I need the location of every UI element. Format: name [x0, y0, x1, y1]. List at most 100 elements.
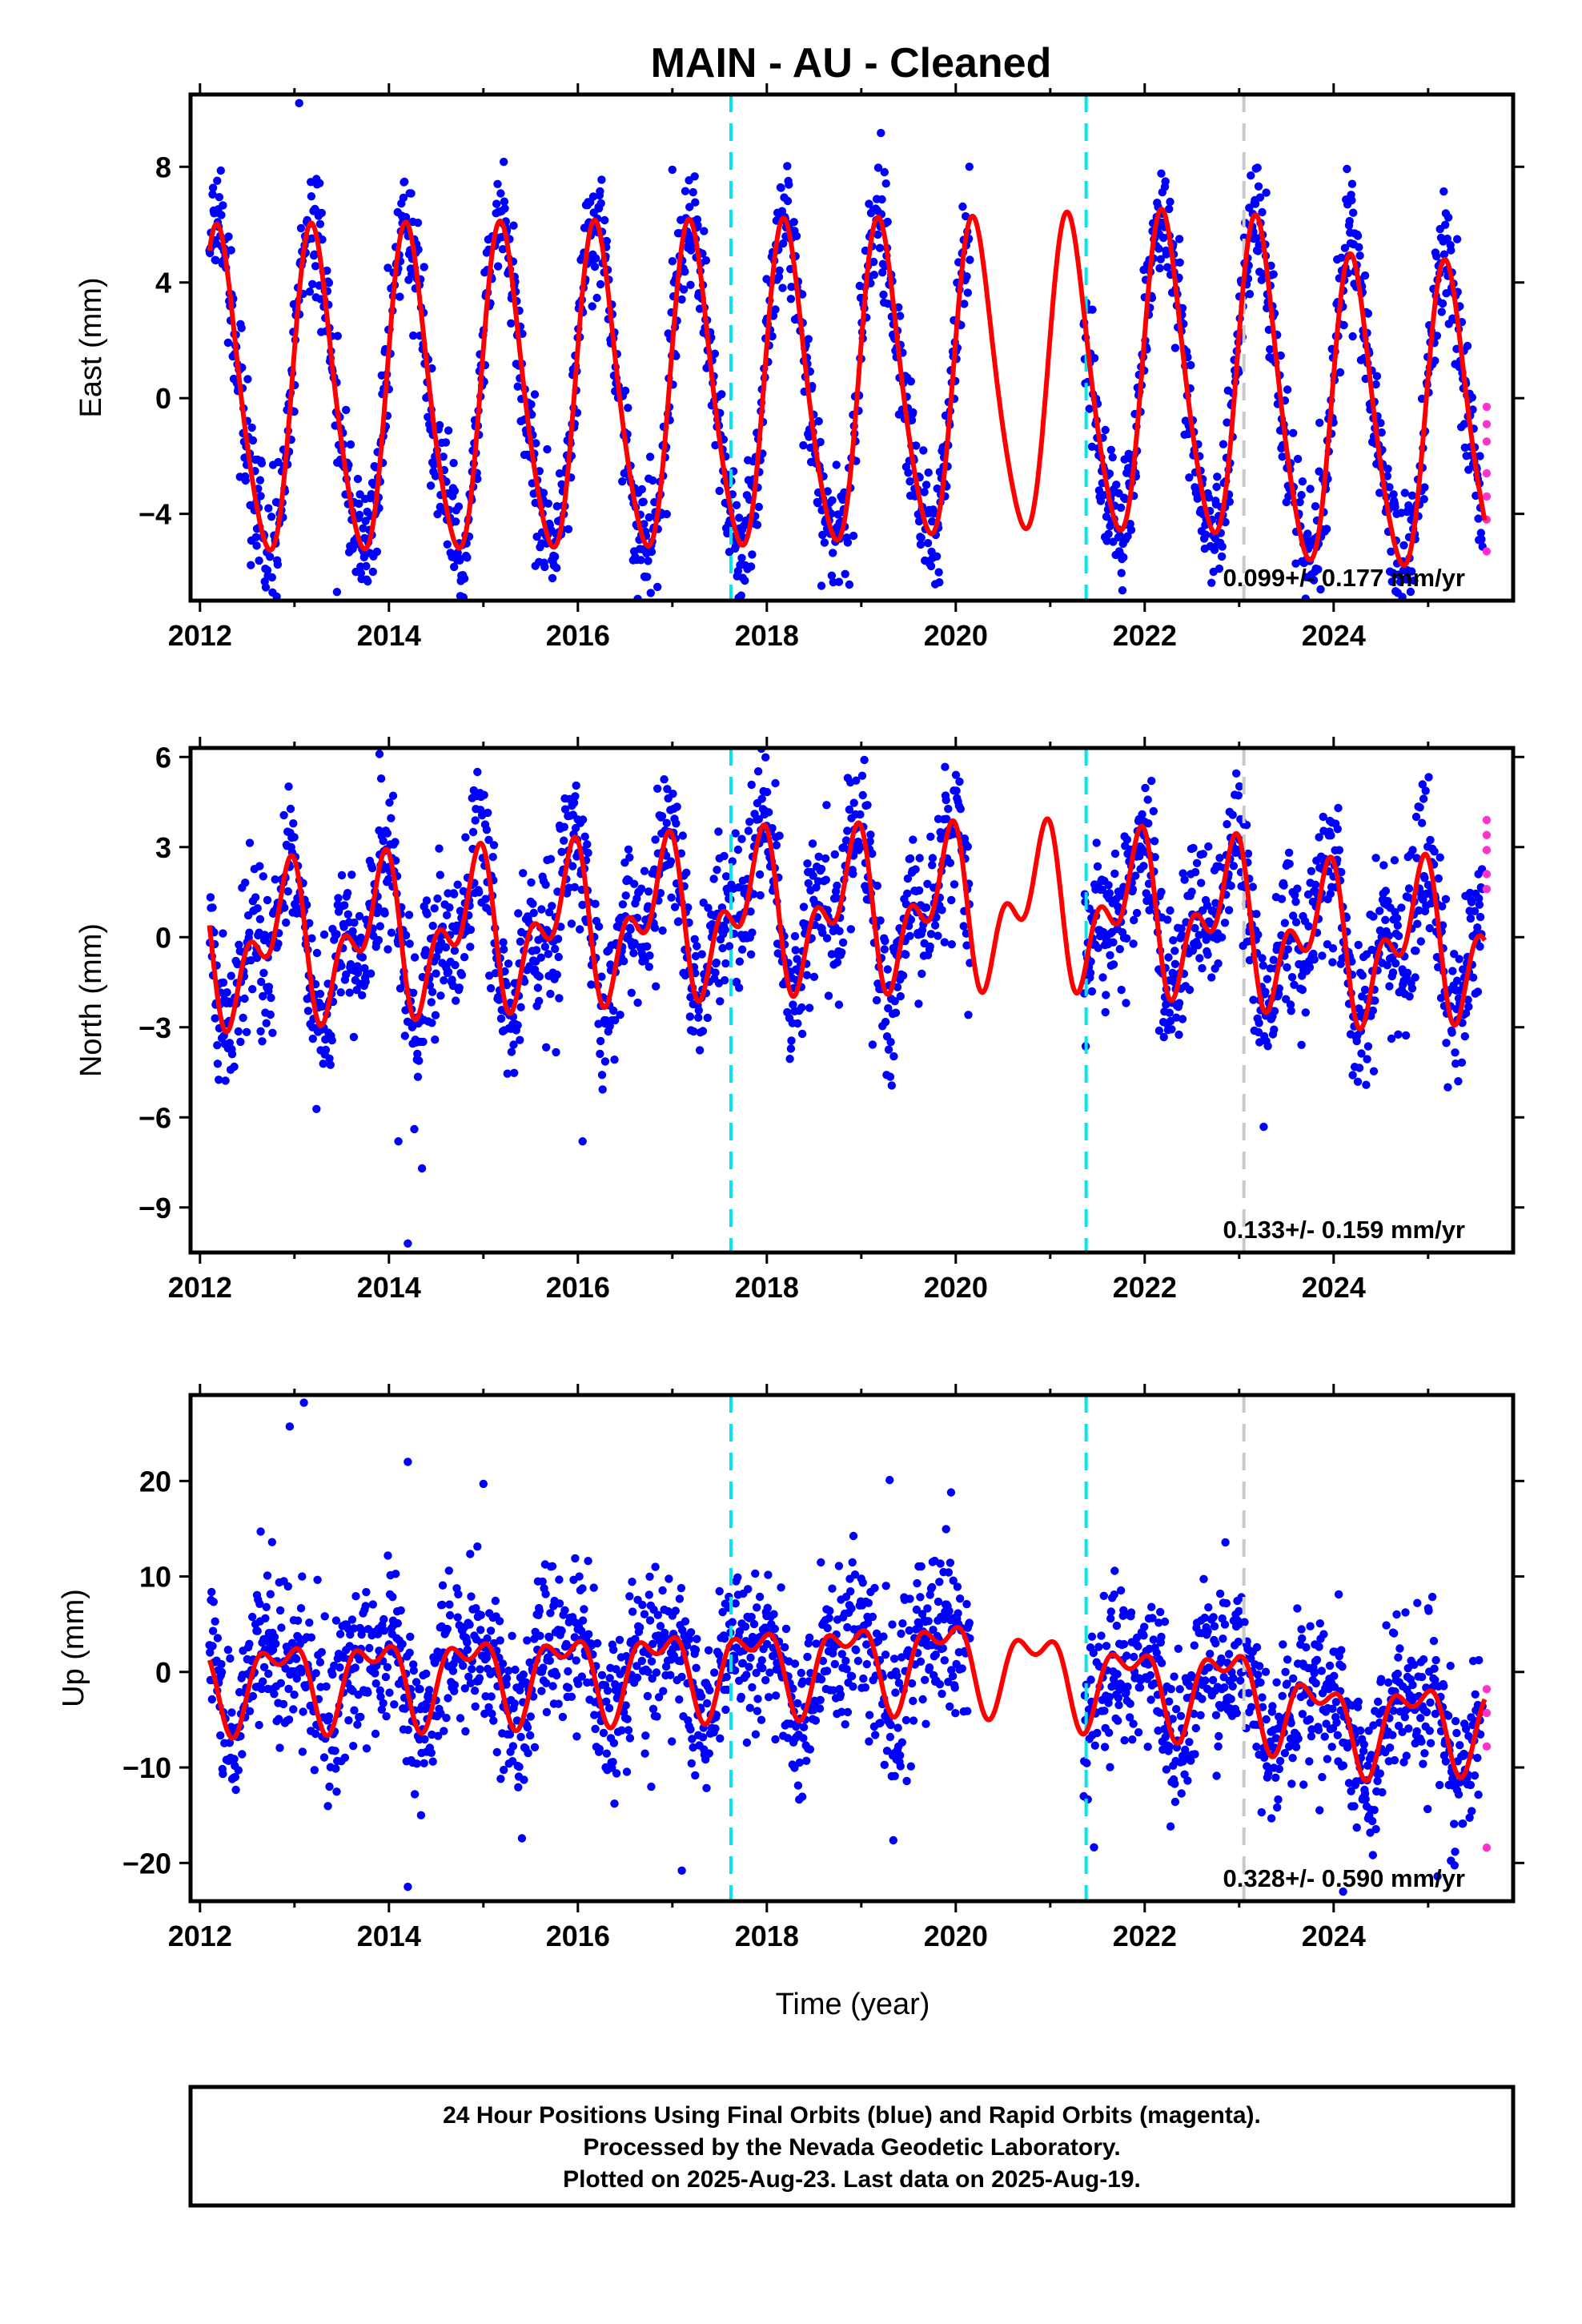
data-point: [1102, 537, 1111, 545]
data-point: [896, 991, 905, 1001]
data-point: [666, 1671, 675, 1679]
data-point: [926, 832, 935, 842]
data-point: [1085, 404, 1094, 413]
data-point: [454, 1590, 463, 1599]
data-point: [216, 1731, 225, 1740]
data-point: [336, 988, 345, 997]
data-point: [333, 332, 342, 340]
data-point: [841, 569, 849, 578]
data-point: [555, 1575, 564, 1584]
data-point: [445, 1600, 454, 1609]
data-point: [245, 1707, 255, 1715]
data-point: [248, 1691, 258, 1701]
data-point: [666, 857, 676, 866]
data-point: [658, 926, 667, 935]
data-point: [735, 983, 744, 992]
data-point: [251, 533, 260, 541]
data-point: [435, 420, 444, 430]
data-point: [379, 836, 387, 846]
data-point: [266, 1010, 275, 1019]
panel-north: 2012 2014 2016 2018 2020 2022 2024630−3−6−9Nor…: [74, 737, 1524, 1304]
x-tick-label: 2016: [546, 619, 610, 652]
data-point: [748, 928, 757, 937]
data-point: [1157, 887, 1166, 897]
data-point: [911, 865, 920, 874]
data-point: [1295, 497, 1304, 507]
data-point: [434, 946, 443, 955]
data-point: [496, 1636, 504, 1645]
data-point: [821, 875, 831, 884]
data-point: [814, 416, 823, 426]
data-point: [486, 983, 496, 993]
data-point: [488, 1709, 496, 1719]
data-point: [1468, 898, 1476, 907]
data-point: [450, 1680, 460, 1690]
data-point: [885, 1072, 895, 1081]
data-point: [576, 925, 584, 934]
data-point: [1437, 308, 1446, 316]
data-point-outlier: [531, 561, 540, 570]
data-point: [315, 989, 325, 999]
data-point: [843, 826, 852, 835]
data-point: [837, 948, 846, 957]
data-point: [539, 1663, 548, 1672]
data-point: [916, 540, 926, 549]
data-point: [753, 767, 763, 776]
data-point: [955, 777, 964, 786]
data-point: [555, 994, 564, 1003]
data-point: [529, 908, 538, 918]
data-point: [963, 288, 973, 297]
data-point: [732, 501, 741, 509]
data-point: [637, 485, 646, 494]
data-point: [659, 1687, 668, 1695]
data-point: [1476, 942, 1484, 951]
data-point: [761, 753, 770, 762]
data-point: [1261, 987, 1270, 996]
data-point: [804, 879, 813, 888]
data-point: [938, 906, 946, 915]
data-point: [347, 1615, 357, 1624]
data-point: [1166, 906, 1174, 915]
data-point: [255, 862, 264, 870]
data-point: [404, 911, 414, 919]
data-point: [889, 1051, 898, 1061]
data-point: [243, 375, 252, 384]
data-point: [944, 804, 953, 814]
data-point: [1185, 473, 1194, 482]
data-point: [1138, 810, 1146, 819]
data-point: [645, 1616, 655, 1625]
data-point: [681, 1617, 690, 1626]
data-point: [935, 578, 944, 587]
data-point: [709, 875, 718, 883]
data-point: [1143, 795, 1152, 804]
data-point: [695, 1046, 705, 1055]
data-point: [578, 1584, 587, 1593]
data-point: [1438, 902, 1447, 911]
data-point: [685, 1012, 695, 1021]
data-point: [1214, 959, 1223, 968]
data-point: [677, 1583, 686, 1593]
x-tick-label: 2018: [735, 1271, 799, 1304]
data-point: [1468, 973, 1478, 982]
data-point: [704, 1646, 713, 1655]
data-point: [1130, 915, 1138, 925]
data-point: [1454, 1077, 1463, 1086]
data-point: [583, 840, 592, 849]
data-point: [1388, 968, 1398, 977]
data-point: [1165, 204, 1174, 214]
data-point: [1087, 987, 1097, 996]
data-point: [207, 1587, 216, 1597]
data-point: [248, 985, 257, 994]
data-point: [930, 921, 940, 930]
data-point: [747, 780, 756, 790]
data-point: [1389, 490, 1398, 499]
data-point: [711, 968, 720, 977]
data-point: [527, 400, 536, 409]
data-point: [962, 272, 971, 281]
data-point: [289, 1705, 298, 1714]
data-point: [444, 1694, 452, 1703]
data-point: [846, 925, 856, 934]
data-point: [514, 1783, 523, 1791]
data-point: [349, 1742, 358, 1751]
data-point: [264, 1669, 273, 1679]
